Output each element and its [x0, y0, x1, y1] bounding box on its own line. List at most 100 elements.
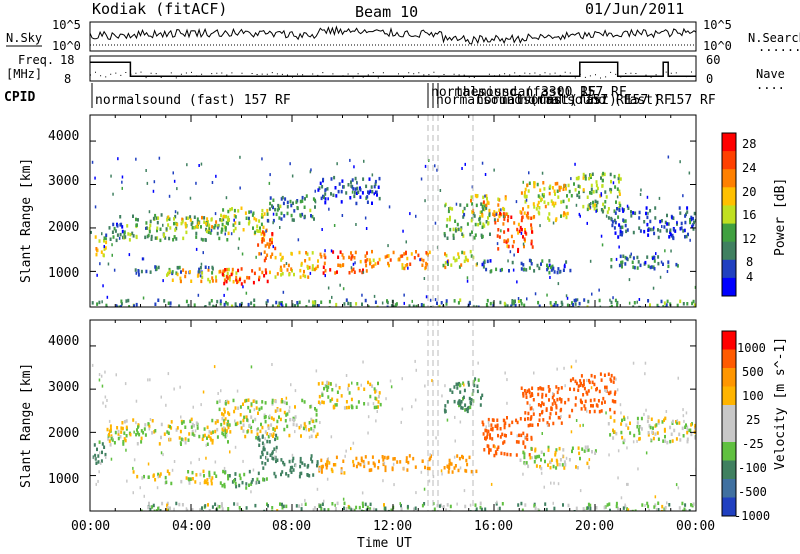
power-cell — [136, 223, 138, 227]
velocity-cell — [479, 505, 482, 510]
power-speckle — [331, 295, 333, 299]
velocity-speckle — [487, 420, 490, 424]
vel-cbar-tick-neg1000: -1000 — [734, 509, 770, 523]
power-cell — [406, 256, 409, 261]
power-cell — [205, 227, 208, 232]
power-cell — [494, 221, 497, 225]
power-cell — [232, 280, 235, 284]
velocity-speckle — [202, 390, 205, 394]
power-cell — [618, 223, 621, 227]
velocity-cell — [579, 379, 582, 383]
velocity-ylabel: Slant Range [km] — [19, 363, 34, 488]
power-cell — [375, 190, 378, 194]
power-cell — [497, 203, 500, 207]
power-speckle — [162, 279, 164, 283]
vel-cbar-label: Velocity [m s^-1] — [773, 337, 788, 470]
velocity-cell — [233, 479, 235, 483]
velocity-cell — [274, 409, 277, 413]
power-cell — [638, 210, 641, 215]
velocity-cell — [109, 427, 112, 432]
power-speckle — [419, 258, 421, 262]
velocity-speckle — [473, 379, 476, 383]
velocity-cell — [135, 432, 138, 437]
velocity-cell — [624, 504, 627, 509]
velocity-cell — [479, 501, 482, 506]
power-speckle — [415, 214, 417, 218]
power-cell — [489, 259, 492, 263]
velocity-cell — [547, 385, 550, 389]
velocity-cell — [627, 426, 630, 430]
velocity-cell — [169, 425, 171, 429]
velocity-cell — [267, 504, 269, 508]
power-cell — [687, 232, 689, 237]
velocity-cell — [291, 465, 294, 470]
velocity-cell — [694, 426, 696, 430]
velocity-cell — [569, 387, 571, 391]
velocity-cell — [551, 402, 554, 406]
velocity-speckle — [626, 446, 628, 450]
velocity-cell — [464, 504, 467, 509]
power-cell — [244, 211, 247, 215]
power-speckle — [661, 225, 663, 228]
power-cell — [563, 183, 566, 188]
power-cell — [475, 203, 478, 208]
velocity-speckle — [369, 509, 371, 511]
velocity-cell — [207, 434, 210, 438]
velocity-cell — [184, 437, 187, 441]
power-speckle — [626, 204, 629, 208]
power-cell — [323, 261, 326, 266]
power-cell — [633, 265, 636, 270]
power-speckle — [652, 257, 654, 261]
power-cell — [503, 230, 506, 234]
power-cell — [683, 228, 686, 233]
velocity-speckle — [442, 505, 444, 509]
power-cell — [219, 218, 222, 222]
velocity-cell — [517, 503, 520, 507]
power-speckle — [361, 293, 363, 297]
velocity-cell — [303, 463, 306, 467]
power-cell — [557, 267, 560, 271]
power-cell — [613, 218, 616, 223]
velocity-cell — [204, 479, 207, 483]
velocity-cell — [137, 423, 140, 427]
power-speckle — [381, 301, 384, 305]
power-cell — [588, 203, 591, 207]
power-speckle — [327, 286, 330, 290]
velocity-cell — [355, 405, 358, 409]
velocity-cell — [559, 408, 562, 413]
velocity-cell — [210, 431, 213, 435]
power-cell — [148, 229, 151, 234]
power-cell — [348, 255, 351, 260]
power-speckle — [341, 214, 344, 217]
power-cell — [481, 205, 484, 209]
power-cell — [104, 246, 107, 250]
velocity-speckle — [139, 486, 141, 490]
power-cell — [460, 226, 463, 230]
velocity-cell — [266, 458, 269, 462]
power-cell — [166, 218, 169, 222]
velocity-cell — [690, 503, 692, 507]
noise-panel — [89, 21, 697, 52]
velocity-cell — [208, 473, 211, 477]
velocity-cell — [559, 458, 562, 462]
power-cell — [286, 268, 289, 272]
velocity-cell — [325, 466, 328, 470]
velocity-cell — [180, 479, 183, 484]
velocity-cell — [260, 422, 262, 427]
power-ytick-2000: 2000 — [48, 220, 79, 235]
velocity-speckle — [553, 481, 555, 485]
velocity-cell — [329, 382, 332, 386]
power-cell — [520, 302, 523, 306]
power-cell — [103, 236, 106, 240]
velocity-cell — [331, 469, 334, 474]
velocity-cell — [258, 443, 261, 447]
velocity-cell — [160, 435, 162, 440]
velocity-cell — [536, 454, 539, 459]
velocity-cell — [141, 476, 144, 480]
power-cell — [140, 269, 143, 274]
power-cell — [624, 219, 627, 223]
power-speckle — [659, 275, 662, 279]
power-cell — [154, 213, 157, 218]
velocity-cell — [617, 506, 619, 511]
power-cell — [633, 301, 636, 305]
